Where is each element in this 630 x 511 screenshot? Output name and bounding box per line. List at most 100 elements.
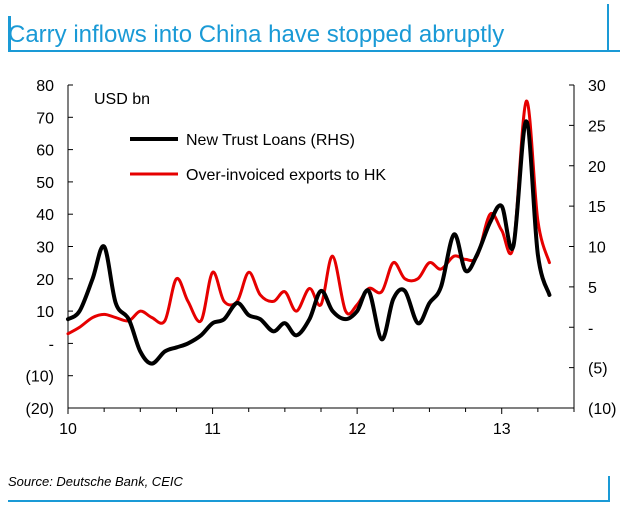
data-point-exports [321,304,322,305]
data-point-exports [260,294,261,295]
data-point-trust-loans [537,254,538,255]
data-point-trust-loans [248,315,249,316]
data-point-exports [404,278,405,279]
data-point-exports [151,317,152,318]
data-point-trust-loans [465,270,466,271]
left-axis-tick-label: 30 [36,240,54,257]
data-point-trust-loans [296,335,297,336]
data-point-trust-loans [368,290,369,291]
x-axis-tick-label: 11 [204,421,221,438]
left-axis-tick-label: 60 [36,143,54,160]
data-point-trust-loans [309,319,310,320]
data-point-trust-loans [224,319,225,320]
data-point-exports [393,262,394,263]
data-point-exports [490,214,491,215]
data-point-exports [79,327,80,328]
data-point-trust-loans [104,246,105,247]
data-point-trust-loans [357,311,358,312]
legend: New Trust Loans (RHS) Over-invoiced expo… [130,132,386,184]
series-layer [66,99,552,366]
data-point-exports [357,304,358,305]
x-axis-tick-label: 10 [59,421,77,438]
data-point-exports [537,220,538,221]
data-point-exports [454,256,455,257]
right-axis-tick-label: 25 [588,118,606,135]
left-axis-tick-label: 20 [36,272,54,289]
data-point-trust-loans [477,254,478,255]
line-chart: 80 70 60 50 40 30 20 10 - (10) (20) 30 25 20 15 10 5 - (5)… [26,78,617,438]
data-point-trust-loans [321,290,322,291]
left-axis-tick-label: 70 [36,110,54,127]
data-point-trust-loans [513,246,514,247]
data-point-trust-loans [68,319,69,320]
data-point-exports [140,311,141,312]
source-note: Source: Deutsche Bank, CEIC [8,474,183,489]
unit-label: USD bn [94,91,150,108]
data-point-trust-loans [115,303,116,304]
data-point-trust-loans [501,206,502,207]
data-point-trust-loans [429,303,430,304]
data-point-exports [212,272,213,273]
data-point-trust-loans [176,347,177,348]
data-point-exports [332,256,333,257]
data-point-trust-loans [417,323,418,324]
data-point-trust-loans [440,286,441,287]
data-point-trust-loans [490,222,491,223]
data-point-trust-loans [332,311,333,312]
data-point-trust-loans [140,351,141,352]
left-axis-tick-label: 10 [36,304,54,321]
right-axis-tick-label: (10) [588,401,616,418]
data-point-exports [68,333,69,334]
data-point-trust-loans [273,331,274,332]
axes: 80 70 60 50 40 30 20 10 - (10) (20) 30 25 20 15 10 5 - (5)… [26,78,617,438]
left-axis-tick-label: 50 [36,175,54,192]
data-point-trust-loans [526,121,527,122]
data-point-trust-loans [201,335,202,336]
data-point-exports [296,311,297,312]
data-point-trust-loans [164,351,165,352]
title-right-border [607,4,609,50]
x-axis-tick-label: 12 [348,421,366,438]
data-point-exports [381,291,382,292]
left-axis-tick-label: - [49,336,54,353]
right-axis-tick-label: 10 [588,240,606,257]
data-point-exports [201,320,202,321]
left-axis-tick-label: (10) [26,369,54,386]
data-point-exports [417,278,418,279]
data-point-exports [224,301,225,302]
data-point-trust-loans [92,278,93,279]
left-axis-tick-label: (20) [26,401,54,418]
data-point-trust-loans [212,323,213,324]
data-point-exports [549,262,550,263]
data-point-trust-loans [454,234,455,235]
right-axis-tick-label: 20 [588,159,606,176]
data-point-exports [104,314,105,315]
data-point-exports [526,101,527,102]
data-point-exports [284,291,285,292]
data-point-exports [176,278,177,279]
data-point-exports [92,317,93,318]
right-axis-tick-label: (5) [588,361,608,378]
right-axis-tick-label: 30 [588,78,606,95]
footer-rule [8,500,610,502]
data-point-trust-loans [187,343,188,344]
data-point-exports [187,301,188,302]
footer-right-border [608,476,610,502]
x-axis-tick-label: 13 [493,421,511,438]
data-point-exports [501,230,502,231]
data-point-trust-loans [404,290,405,291]
data-point-exports [248,272,249,273]
left-axis-tick-label: 40 [36,207,54,224]
page-title: Carry inflows into China have stopped ab… [8,21,505,48]
right-axis-tick-label: 5 [588,280,597,297]
series-line-trust-loans [66,119,552,366]
data-point-exports [345,311,346,312]
data-point-trust-loans [284,323,285,324]
data-point-exports [309,288,310,289]
data-point-trust-loans [381,339,382,340]
data-point-trust-loans [151,363,152,364]
data-point-exports [429,262,430,263]
left-axis-tick-label: 80 [36,78,54,95]
legend-label-exports: Over-invoiced exports to HK [186,167,386,184]
data-point-trust-loans [549,294,550,295]
